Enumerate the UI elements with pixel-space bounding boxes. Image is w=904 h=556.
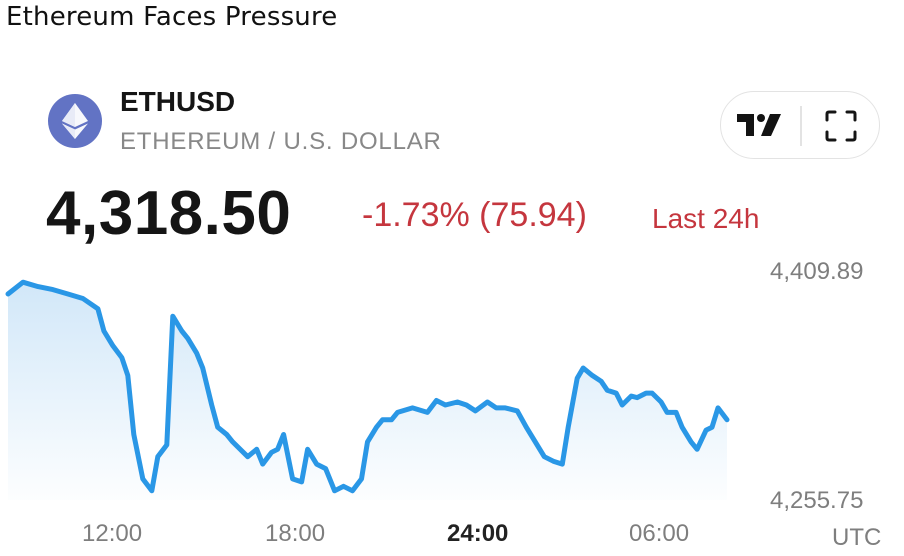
- x-tick-label: 12:00: [82, 520, 143, 547]
- x-tick-label: 18:00: [265, 520, 326, 547]
- y-tick-label-max: 4,409.89: [770, 258, 864, 285]
- current-price: 4,318.50: [46, 179, 292, 248]
- chart-toolbar: [720, 91, 880, 159]
- x-tick-label: 24:00: [447, 520, 509, 547]
- x-tick-label: 06:00: [629, 520, 690, 547]
- ticker-symbol: ETHUSD: [120, 86, 236, 117]
- ethereum-icon: [48, 94, 102, 148]
- price-change: -1.73% (75.94): [362, 196, 587, 234]
- pair-name: ETHEREUM / U.S. DOLLAR: [120, 128, 442, 155]
- tradingview-logo-icon[interactable]: [737, 114, 783, 141]
- price-line: [5, 279, 730, 494]
- fullscreen-icon[interactable]: [825, 110, 857, 147]
- timezone-label: UTC: [832, 524, 882, 551]
- y-tick-label-min: 4,255.75: [770, 487, 864, 514]
- price-area-fill: [8, 282, 727, 500]
- change-period-label: Last 24h: [652, 203, 760, 234]
- toolbar-divider: [800, 106, 802, 146]
- headline: Ethereum Faces Pressure: [6, 2, 338, 32]
